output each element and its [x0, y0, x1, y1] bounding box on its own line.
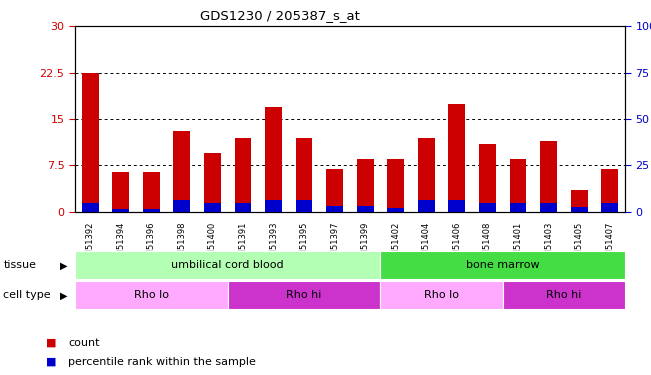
- Bar: [479, 202, 496, 212]
- Text: umbilical cord blood: umbilical cord blood: [171, 260, 284, 270]
- Bar: [204, 202, 221, 212]
- Bar: [113, 172, 129, 212]
- Bar: [449, 200, 465, 212]
- Bar: [296, 138, 312, 212]
- Bar: [326, 169, 343, 212]
- Bar: [602, 169, 618, 212]
- Bar: [143, 172, 159, 212]
- Bar: [387, 159, 404, 212]
- Bar: [540, 141, 557, 212]
- Bar: [380, 281, 503, 309]
- Bar: [571, 190, 587, 212]
- Bar: [449, 104, 465, 212]
- Text: tissue: tissue: [3, 260, 36, 270]
- Bar: [75, 281, 228, 309]
- Bar: [82, 202, 98, 212]
- Text: percentile rank within the sample: percentile rank within the sample: [68, 357, 256, 367]
- Bar: [510, 159, 527, 212]
- Bar: [326, 206, 343, 212]
- Text: GDS1230 / 205387_s_at: GDS1230 / 205387_s_at: [200, 9, 360, 22]
- Bar: [265, 200, 282, 212]
- Bar: [357, 206, 374, 212]
- Bar: [357, 159, 374, 212]
- Bar: [296, 200, 312, 212]
- Bar: [510, 202, 527, 212]
- Bar: [387, 207, 404, 212]
- Bar: [143, 209, 159, 212]
- Bar: [234, 202, 251, 212]
- Bar: [503, 281, 625, 309]
- Text: Rho hi: Rho hi: [546, 290, 581, 300]
- Text: ■: ■: [46, 357, 56, 367]
- Text: ■: ■: [46, 338, 56, 348]
- Bar: [571, 207, 587, 212]
- Text: Rho hi: Rho hi: [286, 290, 322, 300]
- Text: ▶: ▶: [60, 260, 68, 270]
- Bar: [418, 200, 435, 212]
- Bar: [228, 281, 380, 309]
- Bar: [234, 138, 251, 212]
- Text: bone marrow: bone marrow: [466, 260, 540, 270]
- Text: Rho lo: Rho lo: [424, 290, 459, 300]
- Bar: [479, 144, 496, 212]
- Bar: [265, 106, 282, 212]
- Bar: [75, 251, 380, 279]
- Text: cell type: cell type: [3, 290, 51, 300]
- Bar: [204, 153, 221, 212]
- Text: ▶: ▶: [60, 290, 68, 300]
- Text: Rho lo: Rho lo: [133, 290, 169, 300]
- Bar: [82, 73, 98, 212]
- Text: count: count: [68, 338, 100, 348]
- Bar: [602, 202, 618, 212]
- Bar: [113, 209, 129, 212]
- Bar: [173, 132, 190, 212]
- Bar: [173, 200, 190, 212]
- Bar: [540, 202, 557, 212]
- Bar: [380, 251, 625, 279]
- Bar: [418, 138, 435, 212]
